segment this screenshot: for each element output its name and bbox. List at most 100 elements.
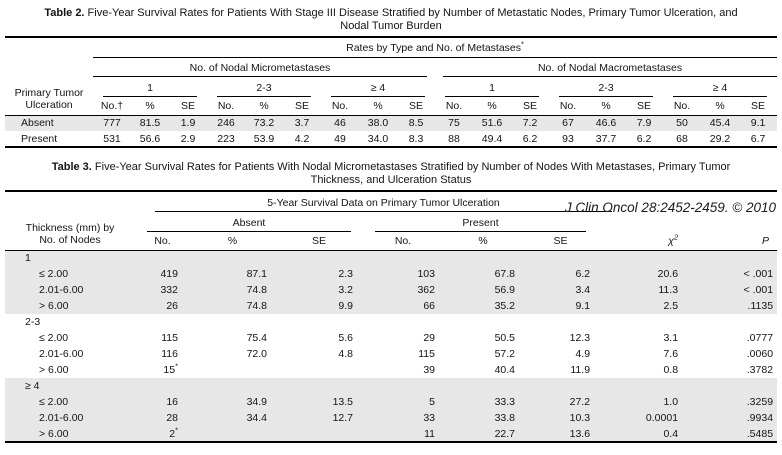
table2-title-text: Five-Year Survival Rates for Patients Wi… [84,7,738,32]
table-cell: 11 [424,427,435,440]
table-cell: 2* [169,425,178,440]
table-cell: 12.7 [332,412,353,424]
table-cell: 34.0 [367,132,389,145]
table-cell: < .001 [743,284,774,296]
footnote-marker: * [521,39,524,48]
row-header-ulceration: Primary Tumor Ulceration [5,37,93,115]
table-cell: 73.2 [253,117,275,130]
table-cell: 12.3 [569,332,591,344]
table2-colheader-row: No.†% SE No.% SE No.% SE No.% SE No.% SE No.% SE [5,97,777,115]
table-cell: < .001 [743,268,774,280]
table-cell: 75 [448,117,460,130]
table-cell: 29.2 [709,132,731,145]
table-cell [190,362,275,378]
col-header: No. [331,99,349,112]
table-row: ≤ 2.00 16 34.9 13.5 5 33.3 27.2 1.0 .3259 [5,394,778,410]
table-cell: 49.4 [481,132,503,145]
table2-label: Table 2. [44,7,85,19]
table-cell [275,362,363,378]
table-cell: 5 [429,396,435,408]
table-cell: 115 [418,348,435,360]
table-cell: 6.2 [636,132,652,145]
table-cell: 67.8 [494,268,515,280]
table-cell: 87.1 [246,268,267,280]
table-cell [275,426,363,442]
table-cell: 11.3 [658,284,679,296]
row-label: Absent [21,117,54,130]
row-header-line1: Thickness (mm) by [25,221,115,234]
table-cell: 103 [417,268,435,280]
spanner-macro: No. of Nodal Macrometastases [435,57,778,77]
row-label: 2.01-6.00 [39,348,84,360]
spanner-survival: 5-Year Survival Data on Primary Tumor Ul… [135,191,613,212]
table3-colheader-row: No. % SE No. % SE χ2 P [5,232,777,250]
table3-group-row: Absent Present [5,212,777,232]
table-cell: 6.7 [750,132,766,145]
group-label: 1 [25,252,31,265]
table-cell: 39 [423,364,435,376]
table-cell: .0777 [746,332,774,344]
table-cell: 33 [423,412,435,424]
table-cell: 35.2 [494,300,515,312]
table-cell: 15* [163,361,178,376]
col-header: SE [294,99,309,112]
row-header-line2: No. of Nodes [39,233,101,246]
table2-subgroup-row: 1 2-3 ≥ 4 1 2-3 ≥ 4 [5,77,777,97]
table-cell: 33.3 [494,396,515,408]
table-cell: 50.5 [494,332,515,344]
table-row: Present 531 56.6 2.9 223 53.9 4.2 49 34.0 8.3 88 49… [5,131,777,147]
spanner-subgroup: 1 [435,77,549,97]
spanner-subgroup: ≥ 4 [321,77,435,97]
footnote-marker: * [175,361,178,371]
table-cell: 0.8 [663,364,679,376]
table-cell: 33.8 [494,412,515,424]
table-cell: 7.9 [636,117,652,130]
chi-squared-header: χ2 [668,232,679,247]
table-cell: 1.9 [180,117,196,130]
row-label: > 6.00 [39,427,69,440]
table-cell: 67 [562,117,574,130]
row-header-thickness: Thickness (mm) by No. of Nodes [5,191,135,250]
col-header: No. [673,99,691,112]
footnote-marker: * [175,425,178,434]
row-header-line1: Primary Tumor [14,86,84,99]
table-row: ≤ 2.00 115 75.4 5.6 29 50.5 12.3 3.1 .0777 [5,330,777,346]
table-cell: 777 [103,117,121,130]
table2: Primary Tumor Ulceration Rates by Type a… [5,36,778,148]
row-label: > 6.00 [39,364,69,376]
spanner-spacer [598,212,777,232]
table-cell: 2.5 [663,300,679,312]
table-cell: .0060 [746,348,774,360]
table-cell: 53.9 [253,132,275,145]
col-header: No. [445,99,463,112]
table-cell: .3782 [746,364,774,376]
table-cell: 51.6 [481,117,503,130]
spanner-present: Present [363,212,598,232]
table-cell: 34.4 [246,412,267,424]
table-cell: 223 [217,132,235,145]
table-cell: 115 [161,332,178,344]
col-header: % [715,99,725,112]
table-cell: 50 [676,117,688,130]
table-cell: 22.7 [494,427,515,440]
col-header: % [259,99,269,112]
table-cell: 38.0 [367,117,389,130]
table-cell: 13.5 [332,396,353,408]
table-cell: 3.4 [575,284,591,296]
table-cell: 34.9 [246,396,267,408]
table3-header: Thickness (mm) by No. of Nodes 5-Year Su… [5,191,778,250]
table-cell: 2.3 [338,268,353,280]
row-label: 2.01-6.00 [39,284,84,296]
spanner-subgroup: 2-3 [207,77,321,97]
table-cell: 0.0001 [645,412,679,424]
table-cell: 66 [423,300,435,312]
table3-title-text: Five-Year Survival Rates for Patients Wi… [91,161,731,186]
table-cell: 1.0 [663,396,679,408]
row-label: ≤ 2.00 [39,332,69,344]
table-cell: .3259 [746,396,774,408]
row-label: Present [21,132,58,145]
spanner-absent: Absent [135,212,363,232]
table-cell: 37.7 [595,132,617,145]
table2-spanner-row: Primary Tumor Ulceration Rates by Type a… [5,37,778,111]
table-cell: 27.2 [569,396,591,408]
